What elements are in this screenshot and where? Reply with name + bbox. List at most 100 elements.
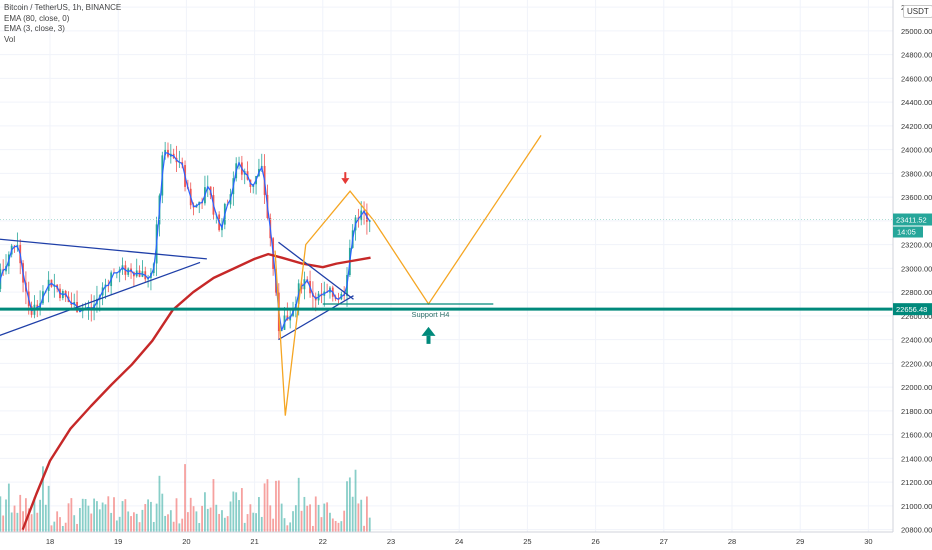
volume-bar <box>169 510 172 532</box>
volume-bar <box>198 523 201 532</box>
y-tick-label: 22800.00 <box>901 288 932 297</box>
volume-bar <box>5 499 7 532</box>
arrow-up-icon <box>421 326 436 336</box>
volume-bar <box>272 518 275 532</box>
volume-bar <box>144 504 147 532</box>
y-tick-label: 21400.00 <box>901 454 932 463</box>
volume-bar <box>36 512 39 532</box>
y-tick-label: 21200.00 <box>901 478 932 487</box>
volume-bar <box>184 464 186 532</box>
volume-bar <box>27 508 30 532</box>
volume-bar <box>343 510 346 532</box>
y-tick-label: 25000.00 <box>901 27 932 36</box>
volume-bar <box>209 507 212 532</box>
volume-bar <box>235 492 238 532</box>
volume-bar <box>366 496 368 532</box>
volume-bar <box>246 514 249 532</box>
volume-bar <box>283 518 286 532</box>
volume-bar <box>138 522 141 532</box>
volume-bar <box>340 521 343 532</box>
volume-bar <box>181 518 184 532</box>
volume-bar <box>59 517 61 532</box>
volume-bar <box>127 511 130 532</box>
left-triangle-line <box>0 261 201 337</box>
volume-bar <box>223 517 226 532</box>
volume-bar <box>141 509 144 532</box>
volume-bar <box>158 475 161 532</box>
volume-bar <box>240 488 243 532</box>
volume-bar <box>30 514 33 532</box>
y-tick-label: 22200.00 <box>901 359 932 368</box>
volume-bar <box>363 525 365 532</box>
volume-bar <box>204 492 206 532</box>
volume-bar <box>172 521 175 532</box>
volume-bar <box>306 505 309 532</box>
volume-bar <box>150 501 152 532</box>
volume-bar <box>84 499 87 532</box>
right-triangle-line <box>278 241 354 300</box>
volume-bar <box>152 521 155 532</box>
volume-bar <box>96 501 98 532</box>
volume-bar <box>351 496 354 532</box>
volume-bar <box>56 511 59 532</box>
last-price-tag <box>893 213 932 226</box>
volume-bar <box>300 510 303 532</box>
volume-bar <box>255 513 257 532</box>
right-triangle-line <box>278 295 354 341</box>
y-tick-label: 23200.00 <box>901 241 932 250</box>
x-tick-label: 23 <box>387 537 395 546</box>
last-price-label: 23411.52 <box>896 216 927 225</box>
volume-bar <box>334 520 337 532</box>
volume-bar <box>215 504 218 532</box>
arrow-down-icon <box>341 178 350 185</box>
arrow-down-icon-shaft <box>344 172 347 179</box>
volume-bar <box>323 503 326 532</box>
x-tick-label: 25 <box>523 537 531 546</box>
projection-path <box>274 135 542 416</box>
volume-bar <box>218 513 221 532</box>
volume-bar <box>232 491 235 532</box>
y-tick-label: 21600.00 <box>901 431 932 440</box>
volume-bar <box>98 509 101 532</box>
volume-bar <box>2 515 5 532</box>
volume-bar <box>25 498 27 532</box>
volume-bar <box>186 512 189 532</box>
volume-bar <box>70 498 73 532</box>
volume-bar <box>113 497 115 532</box>
volume-bar <box>155 503 158 532</box>
volume-bar <box>206 508 209 532</box>
volume-bar <box>104 504 107 532</box>
volume-bar <box>346 481 348 532</box>
volume-bar <box>147 499 149 532</box>
volume-bar <box>115 520 118 532</box>
volume-bar <box>13 505 16 532</box>
y-tick-label: 24400.00 <box>901 98 932 107</box>
y-tick-label: 21800.00 <box>901 407 932 416</box>
volume-bar <box>258 497 260 532</box>
volume-bar <box>10 512 13 532</box>
x-tick-label: 22 <box>319 537 327 546</box>
volume-bar <box>238 500 240 532</box>
volume-bar <box>368 517 371 532</box>
volume-bar <box>277 480 280 532</box>
x-tick-label: 29 <box>796 537 804 546</box>
volume-bar <box>124 499 127 532</box>
volume-bar <box>42 466 44 532</box>
y-tick-label: 24200.00 <box>901 122 932 131</box>
volume-bar <box>178 523 181 532</box>
legend-symbol: Bitcoin / TetherUS, 1h, BINANCE <box>4 3 122 12</box>
x-tick-label: 24 <box>455 537 463 546</box>
volume-bar <box>337 522 340 532</box>
candlesticks <box>0 141 371 340</box>
y-tick-label: 24000.00 <box>901 146 932 155</box>
currency-button[interactable]: USDT <box>903 5 932 18</box>
volume-bars <box>0 464 371 532</box>
volume-bar <box>266 479 269 532</box>
legend-ema80: EMA (80, close, 0) <box>4 13 70 23</box>
volume-bar <box>93 498 96 532</box>
volume-bar <box>294 505 297 532</box>
support-h4-label: Support H4 <box>411 310 449 319</box>
volume-bar <box>292 511 294 532</box>
volume-bar <box>269 505 272 532</box>
